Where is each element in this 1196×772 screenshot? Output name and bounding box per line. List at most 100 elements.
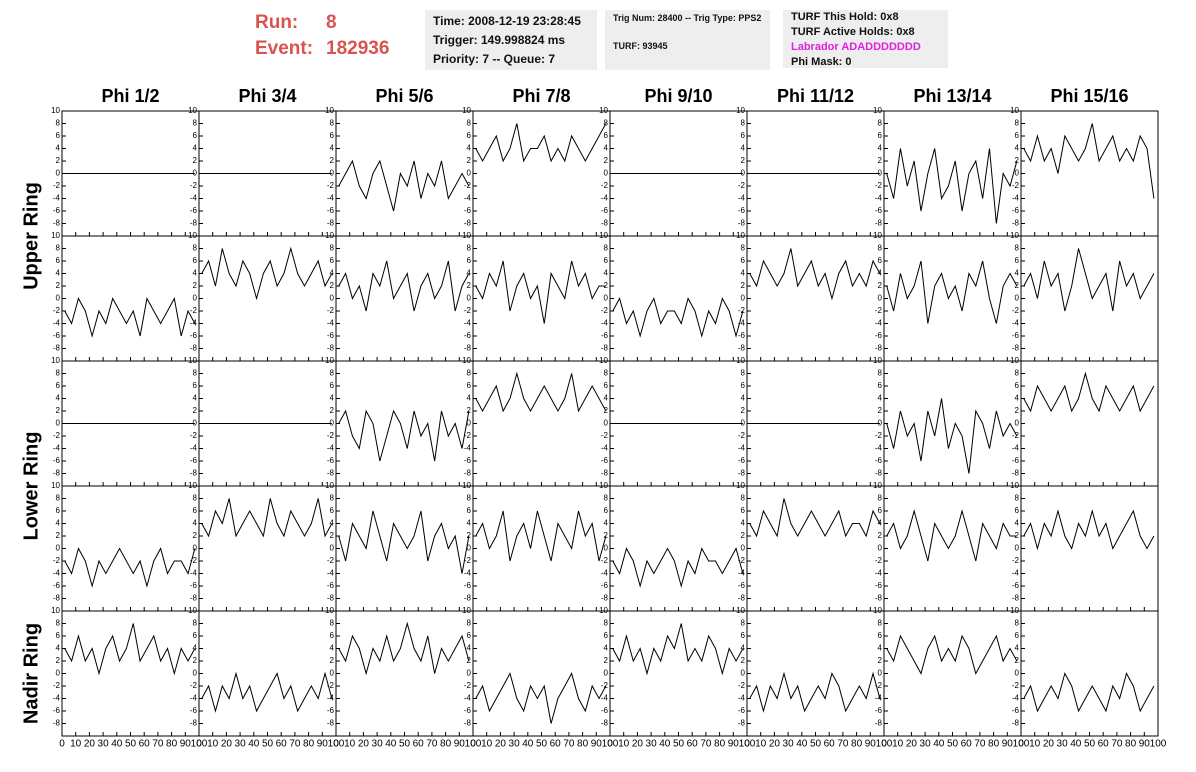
x-tick-label: 70: [837, 739, 849, 750]
x-tick-label: 0: [607, 739, 613, 750]
y-tick-label: -8: [53, 469, 61, 478]
y-tick-label: 2: [878, 281, 883, 290]
y-tick-label: 8: [330, 369, 335, 378]
y-tick-label: 2: [604, 656, 609, 665]
y-tick-label: 0: [604, 169, 609, 178]
y-tick-label: 10: [1010, 481, 1019, 490]
y-tick-label: -8: [327, 219, 335, 228]
y-tick-label: 10: [325, 606, 334, 615]
panel-frame: [1020, 360, 1159, 487]
waveform: [338, 409, 470, 462]
y-tick-label: 6: [330, 381, 335, 390]
y-tick-label: 10: [462, 106, 471, 115]
y-tick-label: 6: [467, 506, 472, 515]
y-tick-label: 6: [1015, 506, 1020, 515]
y-tick-label: 8: [330, 494, 335, 503]
y-tick-label: 4: [741, 519, 746, 528]
y-tick-label: 2: [56, 156, 61, 165]
y-tick-label: 10: [51, 606, 60, 615]
y-tick-label: -2: [190, 681, 198, 690]
y-tick-label: 8: [604, 619, 609, 628]
y-tick-label: -2: [738, 556, 746, 565]
y-tick-label: 2: [467, 531, 472, 540]
waveform: [1023, 672, 1155, 713]
y-tick-label: 2: [604, 281, 609, 290]
x-tick-label: 60: [276, 739, 288, 750]
y-tick-label: -6: [53, 456, 61, 465]
y-tick-label: -6: [327, 331, 335, 340]
panel-frame: [335, 360, 474, 487]
y-tick-label: -4: [1012, 694, 1020, 703]
panel-frame: [472, 485, 611, 612]
y-tick-label: -4: [738, 694, 746, 703]
y-tick-label: 6: [604, 256, 609, 265]
y-tick-label: -2: [1012, 431, 1020, 440]
y-tick-label: 4: [193, 394, 198, 403]
y-tick-label: -2: [875, 181, 883, 190]
x-tick-label: 100: [1150, 739, 1167, 750]
y-tick-label: -2: [738, 431, 746, 440]
trig-box: Trig Num: 28400 -- Trig Type: PPS2 TURF:…: [605, 10, 770, 70]
y-tick-label: -6: [1012, 331, 1020, 340]
y-tick-label: 8: [1015, 119, 1020, 128]
y-tick-label: 10: [51, 481, 60, 490]
waveform: [1023, 123, 1155, 199]
y-tick-label: -6: [1012, 206, 1020, 215]
y-tick-label: -4: [327, 569, 335, 578]
x-tick-label: 50: [810, 739, 822, 750]
panel-frame: [1020, 485, 1159, 612]
waveform: [64, 623, 196, 676]
y-tick-label: 6: [878, 131, 883, 140]
x-tick-label: 10: [481, 739, 493, 750]
y-tick-label: -8: [464, 469, 472, 478]
y-tick-label: -2: [190, 181, 198, 190]
y-tick-label: 0: [193, 294, 198, 303]
y-tick-label: 8: [56, 244, 61, 253]
y-tick-label: 8: [1015, 494, 1020, 503]
y-tick-label: 6: [56, 381, 61, 390]
y-tick-label: -8: [190, 469, 198, 478]
x-tick-label: 50: [262, 739, 274, 750]
x-tick-label: 90: [317, 739, 329, 750]
y-tick-label: -8: [464, 594, 472, 603]
y-tick-label: 0: [56, 544, 61, 553]
y-tick-label: -4: [464, 569, 472, 578]
x-tick-label: 100: [739, 739, 756, 750]
x-tick-label: 40: [659, 739, 671, 750]
x-tick-label: 10: [755, 739, 767, 750]
y-tick-label: -2: [464, 556, 472, 565]
y-tick-label: 6: [741, 256, 746, 265]
y-tick-label: 2: [878, 156, 883, 165]
y-tick-label: -2: [1012, 681, 1020, 690]
waveform: [886, 148, 1018, 224]
y-tick-label: -4: [738, 569, 746, 578]
y-tick-label: 0: [741, 669, 746, 678]
y-tick-label: 6: [878, 256, 883, 265]
waveform: [886, 509, 1017, 562]
y-tick-label: 2: [193, 156, 198, 165]
event-number: 182936: [326, 38, 390, 59]
waveform: [1023, 509, 1155, 551]
y-tick-label: -2: [53, 181, 61, 190]
y-tick-label: 0: [330, 294, 335, 303]
y-tick-label: 4: [604, 394, 609, 403]
y-tick-label: -8: [601, 594, 609, 603]
y-tick-label: -4: [738, 194, 746, 203]
y-tick-label: 4: [878, 519, 883, 528]
x-tick-label: 50: [536, 739, 548, 750]
y-tick-label: 4: [467, 519, 472, 528]
y-tick-label: 10: [873, 481, 882, 490]
panel-frame: [335, 110, 474, 237]
y-tick-label: 10: [188, 481, 197, 490]
waveform: [886, 398, 1018, 474]
y-tick-label: 4: [741, 644, 746, 653]
y-tick-label: 4: [878, 644, 883, 653]
y-tick-label: -8: [875, 719, 883, 728]
y-tick-label: -6: [327, 456, 335, 465]
y-tick-label: -4: [875, 569, 883, 578]
waveform: [201, 671, 333, 713]
y-tick-label: -6: [464, 706, 472, 715]
y-tick-label: -2: [53, 306, 61, 315]
y-tick-label: 4: [604, 269, 609, 278]
